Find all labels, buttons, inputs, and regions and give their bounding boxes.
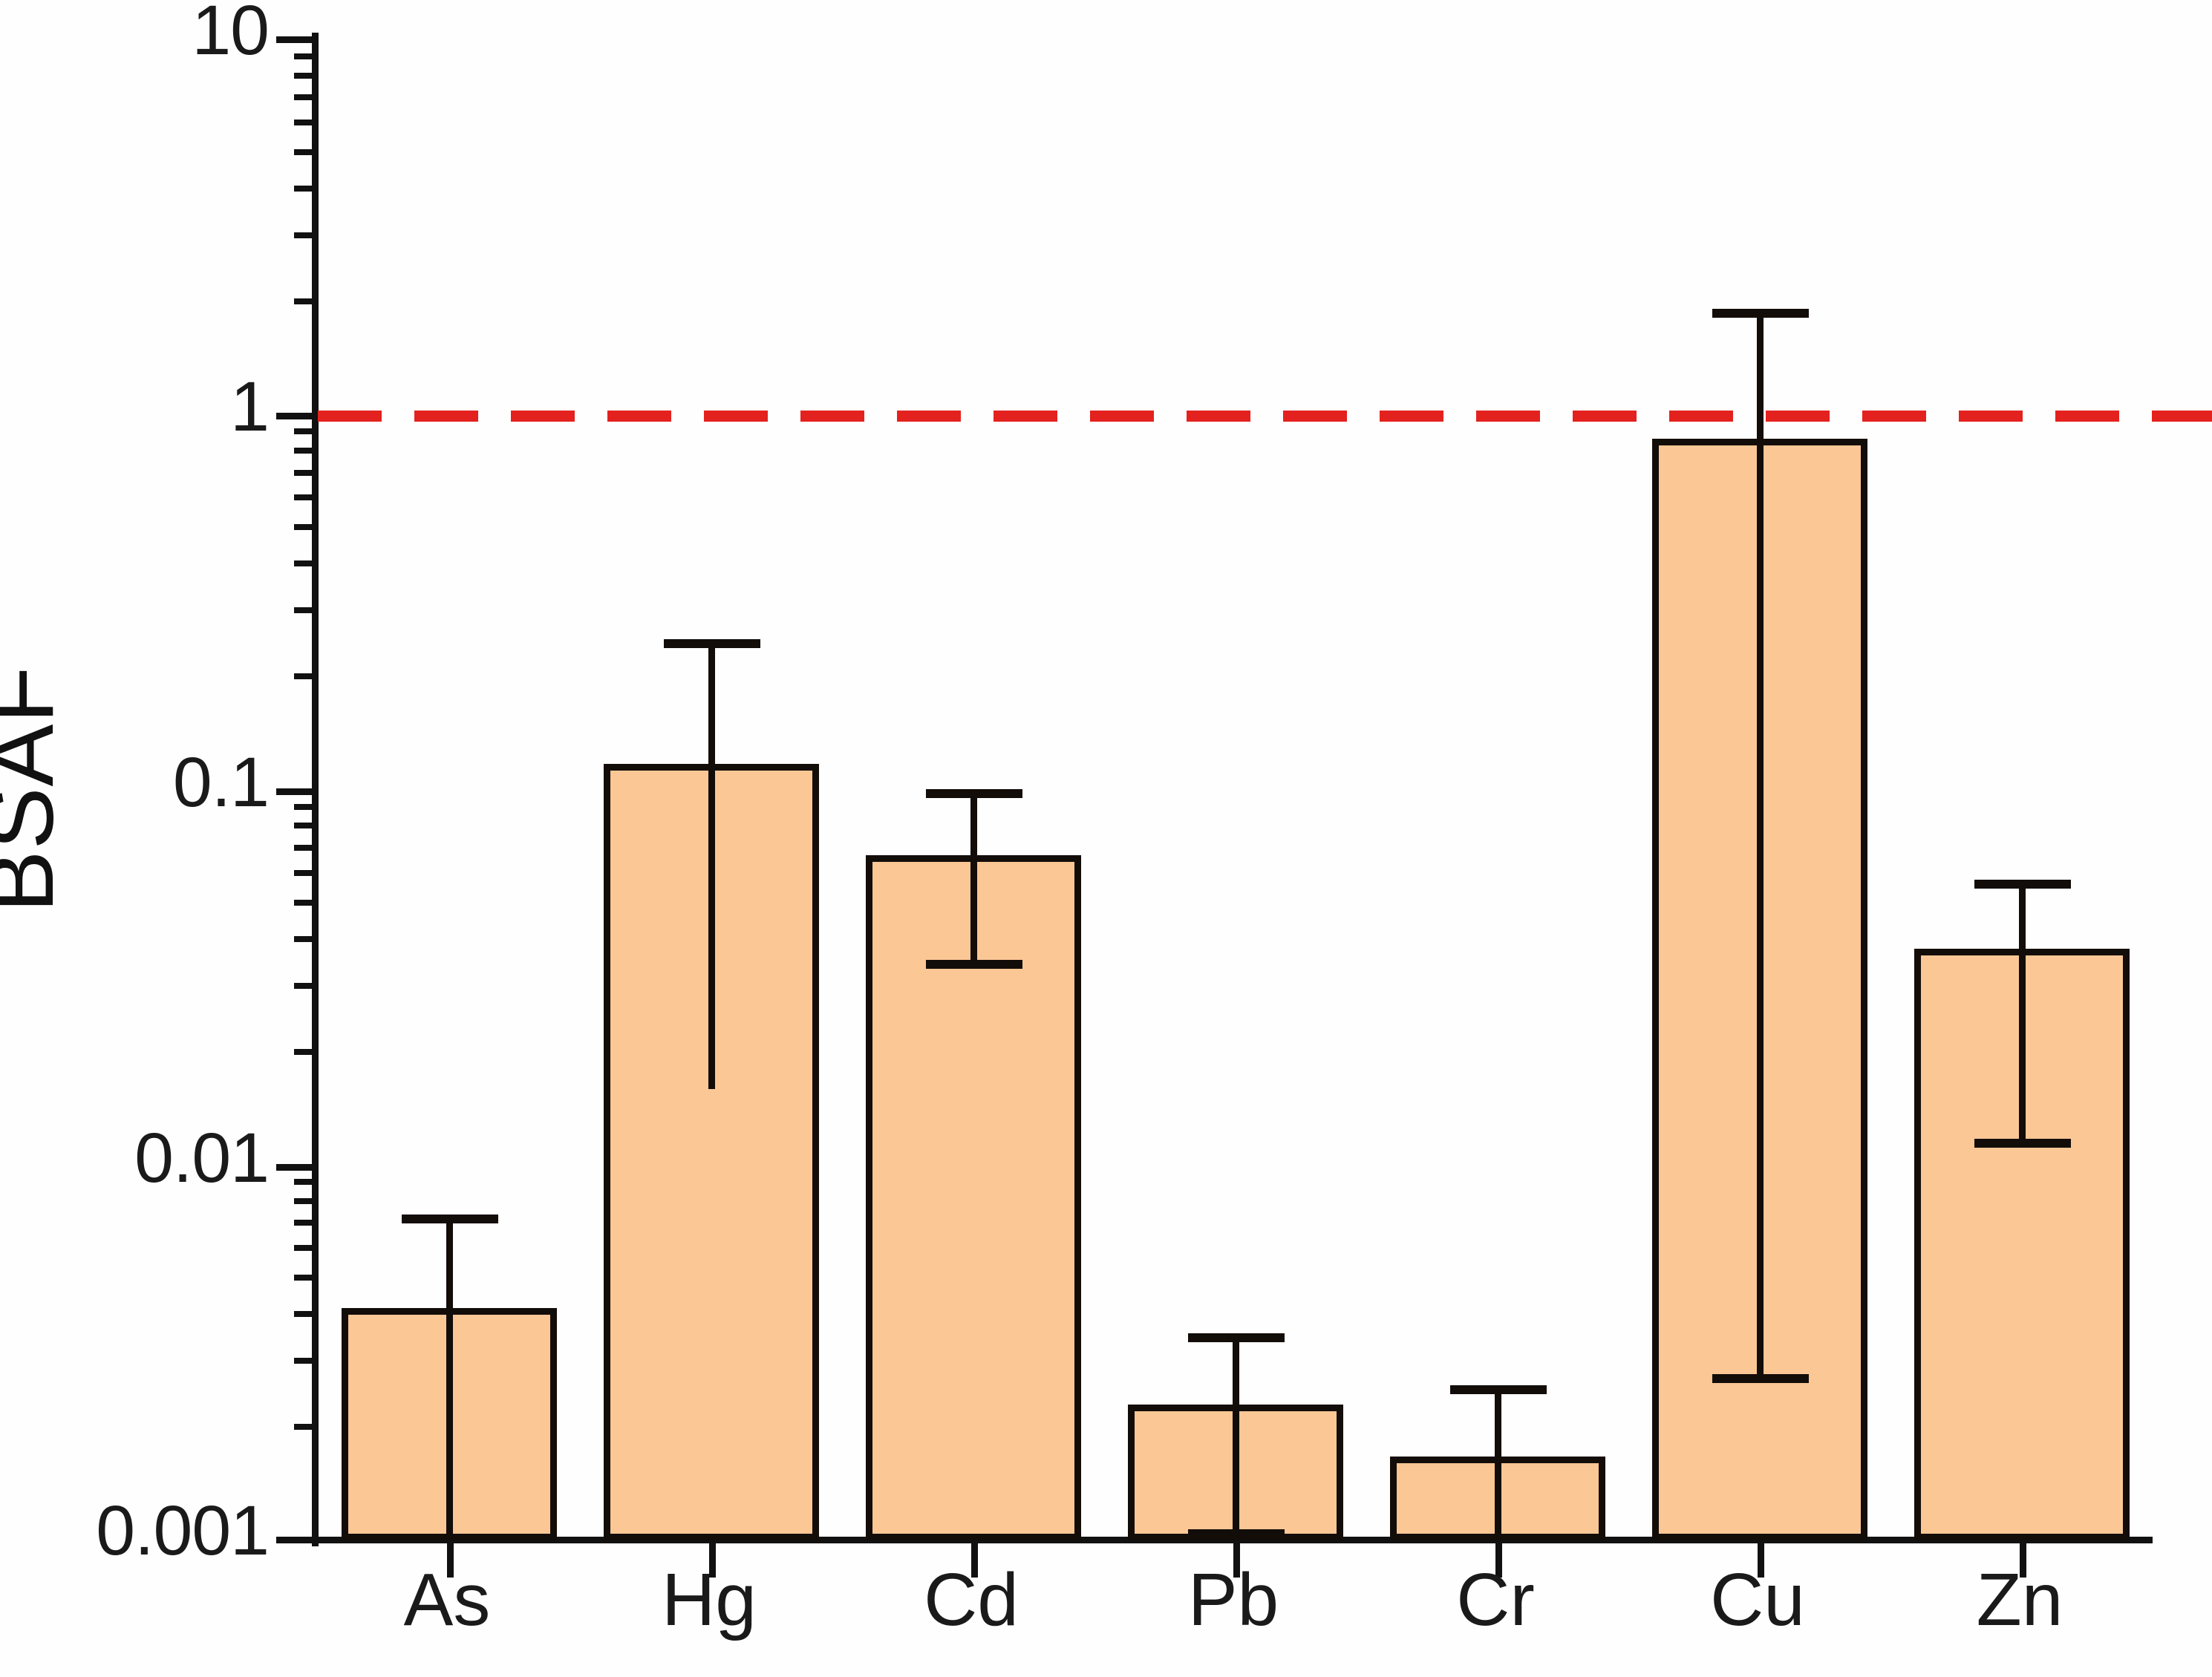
x-tick-label-pb: Pb xyxy=(1187,1558,1279,1641)
y-tick-label-1: 1 xyxy=(230,367,270,446)
x-tick-label-zn: Zn xyxy=(1976,1558,2063,1641)
error-cap-bottom-pb xyxy=(1188,1529,1285,1538)
y-tick-major-0.1 xyxy=(276,788,318,795)
y-tick-major-0.001 xyxy=(276,1537,318,1543)
y-tick-minor xyxy=(294,935,318,942)
error-stem-cd xyxy=(970,790,977,964)
bar-cd[interactable] xyxy=(866,855,1081,1540)
error-stem-pb xyxy=(1233,1334,1239,1536)
y-tick-minor xyxy=(294,72,318,79)
y-tick-minor xyxy=(294,607,318,614)
y-tick-minor xyxy=(294,1274,318,1281)
y-tick-minor xyxy=(294,982,318,989)
y-tick-minor xyxy=(294,469,318,476)
y-tick-minor xyxy=(294,1220,318,1226)
x-tick-cd xyxy=(971,1543,978,1578)
y-tick-label-0.001: 0.001 xyxy=(96,1491,270,1570)
error-cap-top-cu xyxy=(1712,309,1809,318)
y-tick-minor xyxy=(294,869,318,876)
y-tick-minor xyxy=(294,428,318,435)
y-tick-minor xyxy=(294,298,318,305)
y-tick-major-0.01 xyxy=(276,1164,318,1171)
y-tick-label-0.01: 0.01 xyxy=(134,1119,270,1197)
y-tick-minor xyxy=(294,120,318,126)
y-tick-minor xyxy=(294,232,318,239)
y-tick-minor xyxy=(294,1310,318,1317)
y-tick-minor xyxy=(294,149,318,156)
y-tick-minor xyxy=(294,1048,318,1055)
reference-line-bsaf-1 xyxy=(318,411,2212,422)
y-tick-minor xyxy=(294,1197,318,1204)
x-tick-cr xyxy=(1495,1543,1502,1578)
error-cap-bottom-cu xyxy=(1712,1374,1809,1383)
y-tick-minor xyxy=(294,1178,318,1185)
y-tick-label-10: 10 xyxy=(192,0,270,70)
x-tick-label-cu: Cu xyxy=(1710,1558,1805,1641)
error-stem-hg xyxy=(708,640,715,1089)
error-stem-cu xyxy=(1757,310,1764,1380)
y-tick-minor xyxy=(294,1423,318,1430)
error-cap-top-cd xyxy=(926,789,1022,798)
y-tick-minor xyxy=(294,524,318,531)
y-tick-minor xyxy=(294,823,318,829)
y-tick-minor xyxy=(294,560,318,567)
y-tick-minor xyxy=(294,899,318,906)
y-tick-major-10 xyxy=(276,36,318,43)
y-tick-minor xyxy=(294,1357,318,1364)
error-cap-top-pb xyxy=(1188,1333,1285,1342)
error-cap-top-zn xyxy=(1974,880,2071,889)
y-tick-label-0.1: 0.1 xyxy=(172,743,270,822)
x-tick-label-cr: Cr xyxy=(1456,1558,1535,1641)
y-tick-minor xyxy=(294,448,318,454)
error-cap-top-hg xyxy=(664,639,760,648)
error-cap-bottom-cd xyxy=(926,960,1022,969)
x-tick-label-cd: Cd xyxy=(924,1558,1019,1641)
y-tick-major-1 xyxy=(276,413,318,419)
bar-hg[interactable] xyxy=(604,764,819,1540)
x-tick-pb xyxy=(1233,1543,1240,1578)
y-tick-minor xyxy=(294,844,318,851)
y-tick-minor xyxy=(294,53,318,60)
error-stem-as xyxy=(446,1215,453,1540)
x-tick-hg xyxy=(709,1543,716,1578)
error-stem-cr xyxy=(1495,1386,1501,1540)
y-axis-title: BSAF xyxy=(0,665,73,913)
y-tick-minor xyxy=(294,494,318,501)
y-tick-minor xyxy=(294,673,318,680)
x-tick-label-as: As xyxy=(403,1558,491,1641)
y-tick-minor xyxy=(294,1244,318,1251)
x-tick-cu xyxy=(1758,1543,1764,1578)
y-tick-minor xyxy=(294,94,318,101)
x-tick-zn xyxy=(2020,1543,2026,1578)
error-cap-top-cr xyxy=(1450,1385,1547,1394)
error-cap-top-as xyxy=(402,1215,498,1223)
y-tick-minor xyxy=(294,186,318,192)
x-tick-as xyxy=(447,1543,454,1578)
error-stem-zn xyxy=(2019,880,2026,1144)
x-tick-label-hg: Hg xyxy=(662,1558,757,1641)
error-cap-bottom-zn xyxy=(1974,1139,2071,1148)
y-tick-minor xyxy=(294,803,318,810)
